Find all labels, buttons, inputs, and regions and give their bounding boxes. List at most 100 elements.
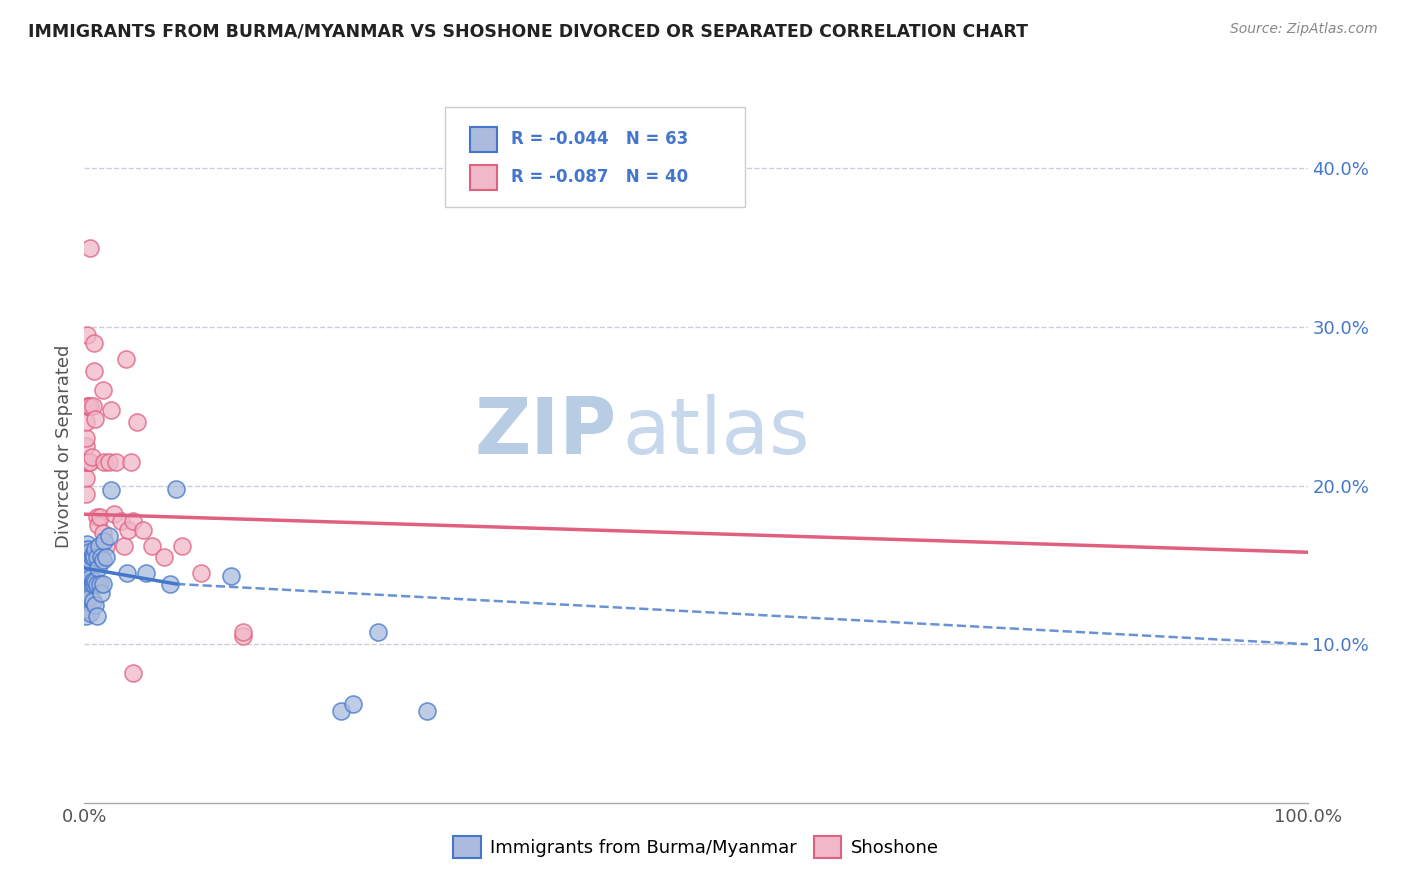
Point (83, 364, 105, 378)
Point (77, 553, 100, 567)
Point (100, 402, 122, 417)
Point (219, 569, 242, 583)
Point (89, 510, 111, 524)
Point (165, 482, 187, 496)
Point (93, 534, 115, 549)
Point (97, 455, 120, 469)
Point (86, 608, 108, 623)
Point (75, 415, 97, 429)
Point (75, 486, 97, 500)
Point (73, 569, 96, 583)
Point (105, 455, 128, 469)
Point (73, 561, 96, 575)
Point (84, 598, 107, 612)
Point (96, 549, 118, 564)
Point (96, 539, 118, 553)
FancyBboxPatch shape (446, 107, 745, 207)
Point (75, 549, 97, 564)
Point (75, 569, 97, 583)
Point (77, 577, 100, 591)
Point (77, 455, 100, 469)
Point (82, 400, 104, 414)
Point (330, 704, 353, 718)
Point (77, 590, 100, 604)
Point (153, 549, 176, 564)
Legend: Immigrants from Burma/Myanmar, Shoshone: Immigrants from Burma/Myanmar, Shoshone (446, 829, 946, 865)
Point (77, 542, 100, 557)
Bar (470, 127, 496, 152)
Text: R = -0.087   N = 40: R = -0.087 N = 40 (512, 168, 689, 186)
Point (79, 400, 101, 414)
Point (172, 539, 194, 553)
Point (79, 241, 101, 255)
Point (91, 553, 114, 567)
Point (75, 602, 97, 616)
Point (82, 547, 104, 561)
Point (110, 514, 132, 528)
Point (87, 561, 110, 575)
Point (75, 577, 97, 591)
Point (79, 553, 101, 567)
Point (84, 574, 107, 588)
Point (83, 335, 105, 350)
Text: Source: ZipAtlas.com: Source: ZipAtlas.com (1230, 22, 1378, 37)
Point (90, 586, 112, 600)
Point (135, 566, 157, 580)
Point (115, 351, 138, 366)
Point (100, 483, 122, 498)
Point (80, 549, 103, 564)
Point (115, 566, 138, 580)
Point (132, 523, 155, 537)
Point (190, 566, 212, 580)
Point (76, 328, 98, 343)
Point (76, 455, 98, 469)
Point (103, 507, 125, 521)
Point (75, 585, 97, 599)
Point (141, 539, 163, 553)
Point (75, 439, 97, 453)
Point (77, 545, 100, 559)
Y-axis label: Divorced or Separated: Divorced or Separated (55, 344, 73, 548)
Point (76, 582, 98, 596)
Point (76, 561, 98, 575)
Point (91, 384, 114, 398)
Point (90, 549, 112, 564)
Point (86, 549, 108, 564)
Point (112, 539, 135, 553)
Point (73, 574, 96, 588)
Point (82, 574, 104, 588)
Text: atlas: atlas (623, 393, 810, 470)
Text: R = -0.044   N = 63: R = -0.044 N = 63 (512, 130, 689, 148)
Point (77, 400, 100, 414)
Point (122, 514, 145, 528)
Point (87, 539, 110, 553)
Point (79, 571, 101, 585)
Point (83, 577, 105, 591)
Point (84, 412, 107, 426)
Point (232, 629, 254, 643)
Point (86, 577, 108, 591)
Point (87, 518, 110, 533)
Point (77, 561, 100, 575)
Point (79, 590, 101, 604)
Point (97, 529, 120, 543)
Point (83, 549, 105, 564)
Point (93, 455, 115, 469)
Point (77, 569, 100, 583)
Point (76, 553, 98, 567)
Point (120, 455, 142, 469)
Point (89, 577, 111, 591)
Point (82, 594, 104, 608)
Point (125, 415, 148, 429)
Point (84, 542, 107, 557)
Point (416, 704, 439, 718)
Point (75, 558, 97, 572)
Text: IMMIGRANTS FROM BURMA/MYANMAR VS SHOSHONE DIVORCED OR SEPARATED CORRELATION CHAR: IMMIGRANTS FROM BURMA/MYANMAR VS SHOSHON… (28, 22, 1028, 40)
Point (159, 577, 181, 591)
Point (77, 578, 100, 592)
Point (117, 523, 139, 537)
Point (91, 577, 114, 591)
Point (76, 400, 98, 414)
Point (75, 471, 97, 485)
Point (367, 624, 389, 639)
